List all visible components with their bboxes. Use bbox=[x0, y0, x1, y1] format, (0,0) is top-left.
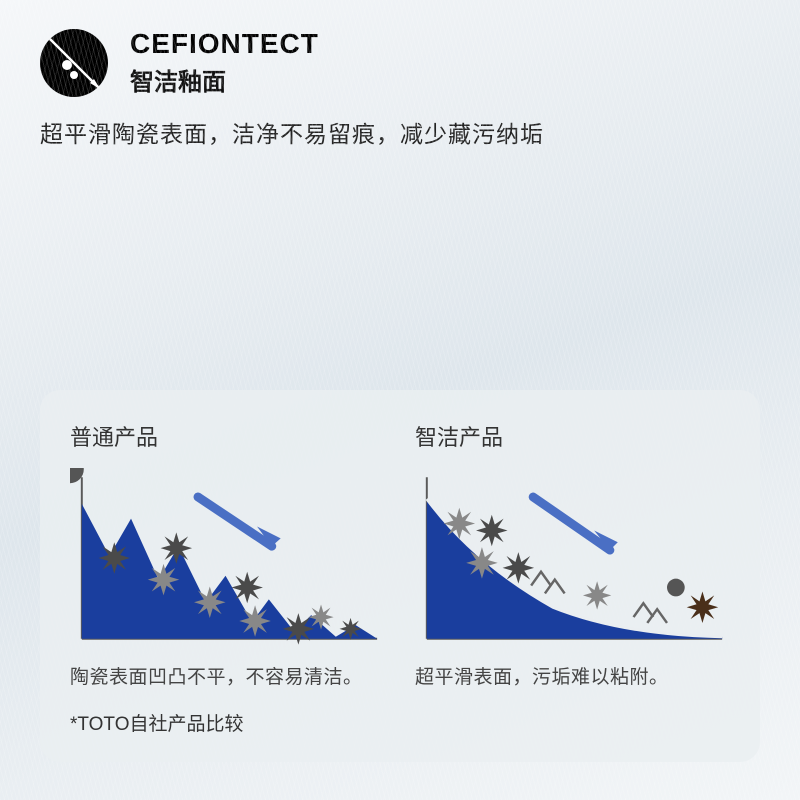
subtitle: 超平滑陶瓷表面，洁净不易留痕，减少藏污纳垢 bbox=[0, 115, 800, 149]
comparison-panel: 普通产品 bbox=[40, 390, 760, 762]
column-cefiontect: 智洁产品 bbox=[415, 420, 730, 736]
title-cn: 智洁釉面 bbox=[130, 62, 319, 97]
title-block: CEFIONTECT 智洁釉面 bbox=[130, 28, 319, 97]
title-en: CEFIONTECT bbox=[130, 28, 319, 60]
cefiontect-icon bbox=[40, 29, 108, 97]
footnote: *TOTO自社产品比较 bbox=[70, 709, 385, 736]
caption-right: 超平滑表面，污垢难以粘附。 bbox=[415, 662, 730, 689]
diagram-ordinary bbox=[70, 468, 385, 648]
caption-left: 陶瓷表面凹凸不平，不容易清洁。 bbox=[70, 662, 385, 689]
col-title-left: 普通产品 bbox=[70, 420, 385, 452]
column-ordinary: 普通产品 bbox=[70, 420, 385, 736]
col-title-right: 智洁产品 bbox=[415, 420, 730, 452]
diagram-cefiontect bbox=[415, 468, 730, 648]
header: CEFIONTECT 智洁釉面 bbox=[0, 0, 800, 115]
